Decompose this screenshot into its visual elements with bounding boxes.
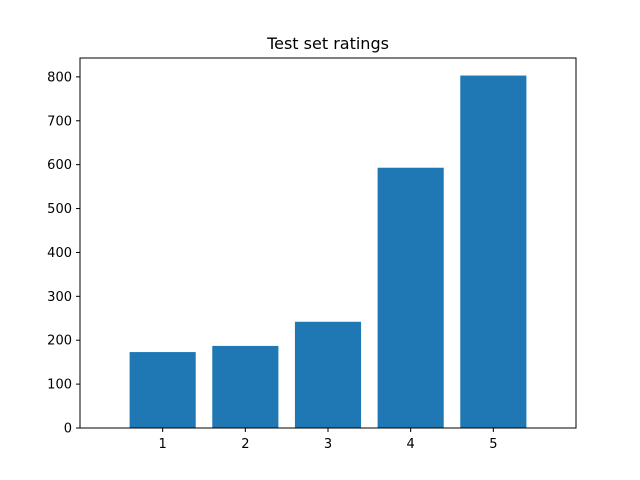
y-tick-label: 400 [47,246,72,261]
y-tick-label: 800 [47,70,72,85]
bars-group [129,75,527,429]
bar-2 [212,345,279,428]
y-tick-label: 200 [47,334,72,349]
x-tick-label: 5 [489,437,497,452]
bar-3 [294,321,362,428]
x-tick-label: 2 [241,437,249,452]
x-tick-label: 3 [324,437,332,452]
bar-4 [377,167,444,429]
y-tick-label: 100 [47,378,72,393]
x-axis: 1 2 3 4 5 [159,428,497,452]
plot-frame [79,57,577,429]
y-tick-label: 600 [47,158,72,173]
y-tick-label: 0 [64,422,72,437]
y-tick-label: 500 [47,202,72,217]
y-tick-label: 700 [47,114,72,129]
x-tick-label: 1 [159,437,167,452]
y-tick-label: 300 [47,290,72,305]
chart-title: Test set ratings [266,34,389,53]
bar-1 [129,352,196,428]
y-axis: 0 100 200 300 400 500 600 700 800 [47,70,80,437]
x-tick-label: 4 [407,437,415,452]
bar-5 [460,75,527,428]
